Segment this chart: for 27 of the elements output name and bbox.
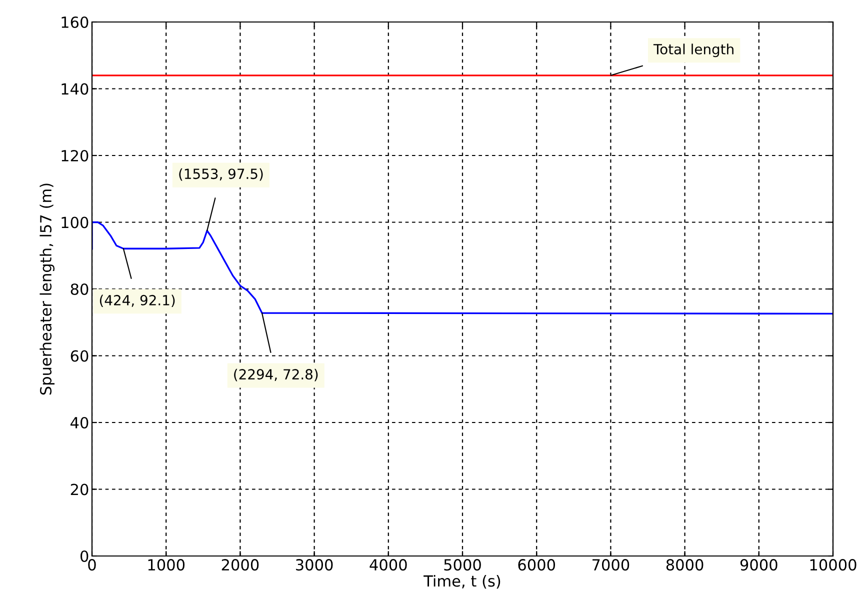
x-tick-label: 8000 [666, 559, 704, 571]
line-series [92, 221, 833, 315]
x-tick-label: 0 [88, 559, 96, 571]
y-tick-label: 100 [62, 216, 88, 228]
x-tick-label: 10000 [810, 559, 856, 571]
x-tick-label: 9000 [740, 559, 778, 571]
x-axis-title: Time, t (s) [424, 574, 500, 589]
y-tick-label: 140 [62, 83, 88, 95]
annotation: (1553, 97.5) [179, 168, 263, 181]
annotation: (424, 92.1) [100, 294, 175, 308]
x-tick-label: 7000 [592, 559, 630, 571]
annotation: Total length [653, 44, 734, 58]
y-tick-label: 80 [70, 283, 88, 296]
annotation: (2294, 72.8) [234, 368, 318, 382]
x-tick-label: 6000 [518, 559, 556, 571]
x-tick-label: 2000 [222, 559, 259, 571]
x-tick-label: 5000 [444, 559, 481, 571]
y-tick-label: 40 [70, 416, 88, 429]
x-tick-label: 1000 [148, 559, 185, 571]
x-tick-label: 4000 [370, 559, 407, 571]
y-tick-label: 60 [70, 350, 88, 362]
y-tick-label: 20 [70, 484, 88, 496]
y-tick-label: 0 [80, 550, 88, 562]
x-tick-label: 3000 [296, 559, 333, 571]
y-tick-label: 160 [62, 16, 88, 28]
y-axis-title: Spuerheater length, l57 (m) [40, 184, 55, 395]
y-tick-label: 120 [62, 150, 88, 162]
